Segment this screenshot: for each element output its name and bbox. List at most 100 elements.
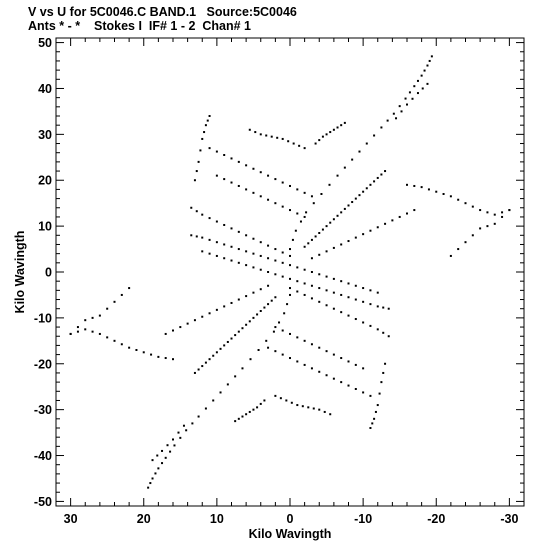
uv-point [426,64,429,67]
uv-point [212,354,215,357]
uv-point [376,291,379,294]
uv-point [347,360,350,363]
uv-point [310,367,313,370]
uv-point [252,266,255,269]
uv-point [354,236,357,239]
uv-point [358,150,361,153]
uv-point [287,140,290,143]
uv-point [332,307,335,310]
uv-point [354,388,357,390]
uv-point [292,142,295,145]
uv-point [84,328,87,331]
uv-point [272,330,275,333]
uv-point [365,142,368,145]
uv-point [208,147,211,150]
uv-point [386,119,389,122]
uv-point [325,133,328,136]
uv-point [245,164,248,167]
uv-point [369,303,372,306]
uv-point [259,254,262,257]
uv-point [325,275,328,278]
uv-point [398,105,401,108]
x-tick-label: -10 [354,512,372,526]
uv-point [384,170,387,173]
uv-point [252,167,255,170]
uv-point [362,190,365,193]
plot-frame [55,37,525,507]
uv-point [204,124,207,127]
uv-point [281,275,284,278]
uv-point [259,241,262,244]
plot-subtitle: Ants * - * Stokes I IF# 1 - 2 Chan# 1 [28,19,251,33]
uv-point [423,69,426,72]
uv-point [318,287,321,290]
uv-point [408,91,411,94]
uv-point [151,459,154,462]
uv-point [237,261,240,264]
uv-point [318,253,321,256]
uv-point [420,74,423,77]
uv-point [274,178,277,181]
uv-point [382,306,385,309]
uv-point [354,197,357,200]
uv-point [380,381,383,384]
uv-point [278,321,281,324]
uv-point [286,303,289,306]
uv-point [369,289,372,292]
uv-point [248,128,251,131]
uv-point [237,417,240,420]
uv-point [182,424,185,427]
uv-point [248,320,251,323]
y-tick-label: -20 [34,357,52,371]
uv-point [230,337,233,340]
uv-point [289,248,291,251]
uv-point [259,288,262,291]
uv-point [283,312,286,315]
uv-point [150,353,153,356]
uv-point [362,321,365,324]
uv-point [259,310,262,312]
uv-point [195,235,198,238]
uv-point [471,205,474,208]
uv-point [69,332,72,335]
uv-point [369,324,372,327]
uv-point [245,295,248,298]
uv-point [371,422,374,425]
uv-point [241,367,244,370]
uv-point [305,211,308,214]
uv-point [380,126,383,129]
uv-point [365,187,368,190]
uv-point [362,391,365,394]
uv-point [362,367,365,370]
uv-point [245,323,248,326]
uv-point [362,233,365,236]
uv-point [340,124,343,127]
uv-point [382,331,385,334]
uv-point [321,228,324,231]
uv-point [343,166,346,169]
uv-point [493,213,496,216]
uv-point [314,235,317,238]
uv-point [384,362,387,365]
uv-point [281,205,284,208]
uv-point [206,119,209,122]
uv-point [420,186,423,189]
uv-point [154,472,157,475]
uv-point [289,264,291,267]
uv-point [164,456,167,459]
uv-point [332,246,335,249]
uv-point [128,346,131,349]
uv-point [201,213,204,216]
uv-point [185,429,188,432]
uv-point [486,211,489,214]
uv-point [256,406,259,409]
uv-point [332,218,335,221]
uv-point [340,243,343,246]
uv-point [281,261,284,264]
uv-point [351,201,354,204]
uv-point [212,399,215,402]
uv-point [296,360,299,363]
uv-point [252,191,255,194]
uv-point [314,142,317,145]
uv-point [457,248,460,251]
